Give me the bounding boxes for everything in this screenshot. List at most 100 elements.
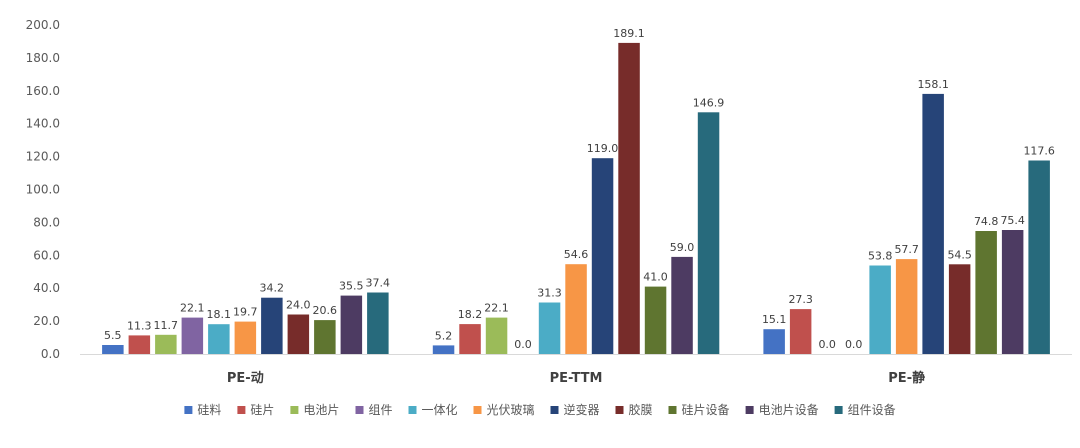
bar — [181, 317, 204, 354]
y-tick-label: 20.0 — [33, 314, 60, 328]
data-label: 11.7 — [154, 319, 179, 332]
y-tick-label: 140.0 — [26, 117, 60, 131]
bar — [102, 345, 124, 354]
data-label: 5.2 — [435, 329, 453, 342]
y-tick-label: 120.0 — [26, 150, 60, 164]
legend-label: 组件 — [369, 403, 393, 417]
bar — [340, 295, 363, 354]
bar — [314, 320, 336, 354]
bar — [644, 286, 667, 354]
legend-label: 组件设备 — [848, 403, 896, 417]
legend-label: 逆变器 — [564, 402, 600, 417]
legend-item: 一体化 — [408, 403, 458, 417]
data-label: 27.3 — [788, 293, 813, 306]
bar — [671, 256, 693, 354]
data-label: 53.8 — [868, 250, 893, 263]
bar — [287, 314, 310, 354]
category-label: PE-静 — [888, 370, 925, 386]
bar — [1001, 230, 1024, 354]
bar — [261, 297, 283, 354]
data-label: 11.3 — [127, 319, 152, 332]
data-label: 119.0 — [587, 142, 619, 155]
bar — [538, 302, 561, 354]
x-axis: PE-动 PE-TTM PE-静 — [80, 354, 1072, 386]
y-tick-label: 40.0 — [33, 281, 60, 295]
legend-item: 电池片 — [290, 403, 339, 417]
data-label: 41.0 — [643, 271, 668, 284]
y-tick-label: 80.0 — [33, 215, 60, 229]
bar — [1028, 160, 1050, 354]
bar — [591, 158, 614, 354]
data-label: 146.9 — [693, 96, 725, 109]
legend-label: 胶膜 — [629, 402, 653, 417]
legend-swatch — [237, 406, 246, 414]
legend-item: 电池片设备 — [745, 403, 819, 417]
category-label: PE-动 — [227, 371, 264, 386]
data-label: 34.2 — [260, 282, 285, 295]
legend-swatch — [615, 406, 624, 414]
legend-label: 电池片 — [303, 403, 339, 417]
y-tick-label: 200.0 — [26, 18, 60, 32]
legend-item: 组件设备 — [834, 403, 896, 417]
legend-swatch — [668, 406, 677, 414]
legend-swatch — [745, 406, 754, 414]
legend-label: 光伏玻璃 — [487, 403, 535, 417]
legend-item: 逆变器 — [550, 402, 600, 417]
bar — [234, 321, 257, 354]
legend-label: 一体化 — [422, 403, 458, 417]
bar — [367, 292, 389, 354]
y-tick-label: 100.0 — [26, 183, 60, 197]
legend-item: 硅片设备 — [668, 403, 730, 417]
legend-swatch — [834, 406, 843, 414]
bar — [789, 309, 812, 354]
legend-swatch — [290, 406, 299, 414]
data-label: 37.4 — [366, 277, 391, 290]
bar — [432, 345, 455, 354]
data-label: 19.7 — [233, 306, 258, 319]
data-label: 35.5 — [339, 280, 364, 293]
y-tick-label: 180.0 — [26, 51, 60, 65]
data-label: 22.1 — [180, 302, 205, 315]
legend-swatch — [408, 406, 417, 414]
legend-swatch — [355, 406, 364, 414]
bar — [485, 317, 508, 354]
data-label: 15.1 — [762, 313, 787, 326]
y-tick-label: 160.0 — [26, 84, 60, 98]
bar — [763, 329, 785, 354]
bar — [948, 264, 971, 354]
data-label: 158.1 — [917, 78, 949, 91]
data-label: 20.6 — [313, 304, 338, 317]
legend-swatch — [550, 406, 559, 414]
bar — [565, 264, 587, 354]
legend-swatch — [473, 406, 482, 414]
plot-area: 5.511.3 11.722.118.1 19.734.224.0 20.635.5 3… — [102, 27, 1055, 355]
data-label: 189.1 — [613, 27, 645, 40]
legend-label: 硅片设备 — [682, 403, 730, 417]
legend-label: 电池片设备 — [759, 403, 819, 417]
data-label: 22.1 — [484, 302, 509, 315]
data-label: 54.6 — [564, 248, 589, 261]
legend: 硅料 硅片 电池片 组件 一体化 光伏玻璃 逆变器 胶膜 硅片设备 电池片设备 组件设备 — [184, 402, 896, 417]
bar — [459, 324, 481, 354]
bar — [618, 42, 640, 355]
legend-item: 胶膜 — [615, 402, 653, 417]
legend-swatch — [184, 406, 193, 414]
data-label: 18.1 — [207, 308, 232, 321]
data-label: 5.5 — [104, 329, 122, 342]
bar — [155, 334, 177, 354]
data-label: 117.6 — [1023, 145, 1055, 158]
legend-item: 组件 — [355, 403, 393, 417]
category-label: PE-TTM — [550, 371, 603, 386]
data-label: 57.7 — [894, 243, 919, 256]
data-label: 59.0 — [670, 241, 695, 254]
data-label: 0.0 — [845, 338, 863, 351]
bar — [208, 324, 230, 354]
data-label: 75.4 — [1000, 214, 1025, 227]
y-tick-label: 0.0 — [41, 347, 60, 361]
data-label: 18.2 — [458, 308, 483, 321]
bar — [697, 112, 720, 354]
y-axis: 0.0 20.0 40.0 60.0 80.0 100.0 120.0 140.0 160.0 1… — [26, 18, 60, 361]
bar — [922, 93, 944, 355]
legend-label: 硅料 — [197, 403, 221, 417]
